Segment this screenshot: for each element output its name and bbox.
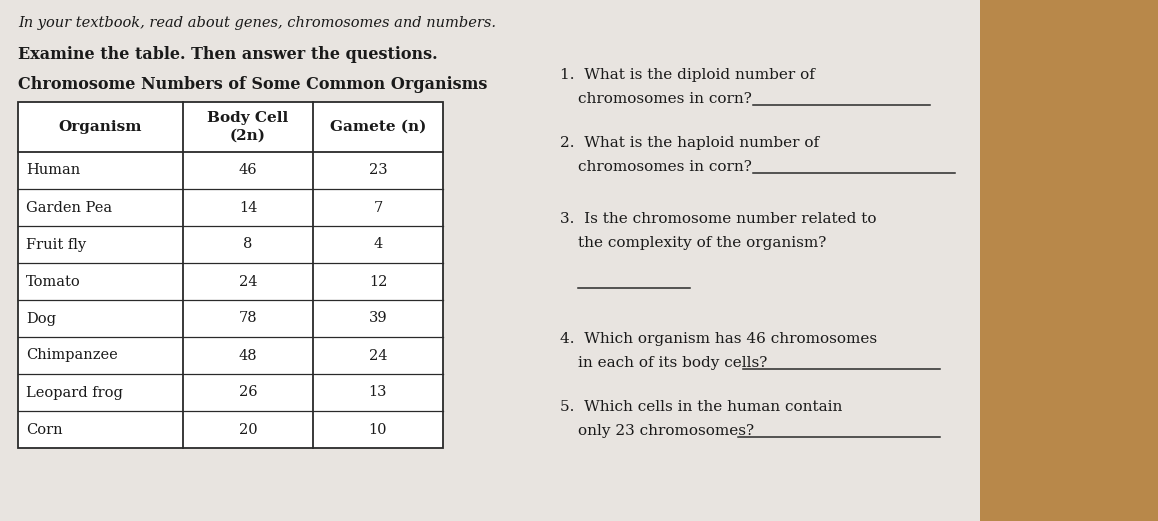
Text: 4.  Which organism has 46 chromosomes: 4. Which organism has 46 chromosomes bbox=[560, 332, 877, 346]
Text: Chromosome Numbers of Some Common Organisms: Chromosome Numbers of Some Common Organi… bbox=[19, 76, 488, 93]
Text: Tomato: Tomato bbox=[25, 275, 81, 289]
Bar bbox=[0, 0, 980, 521]
Text: Garden Pea: Garden Pea bbox=[25, 201, 112, 215]
Text: Organism: Organism bbox=[59, 120, 142, 134]
Text: 2.  What is the haploid number of: 2. What is the haploid number of bbox=[560, 136, 819, 150]
Text: the complexity of the organism?: the complexity of the organism? bbox=[578, 236, 827, 250]
Text: only 23 chromosomes?: only 23 chromosomes? bbox=[578, 424, 754, 438]
Text: Corn: Corn bbox=[25, 423, 63, 437]
Text: Gamete (n): Gamete (n) bbox=[330, 120, 426, 134]
Text: Body Cell
(2n): Body Cell (2n) bbox=[207, 111, 288, 143]
Text: 8: 8 bbox=[243, 238, 252, 252]
Text: Leopard frog: Leopard frog bbox=[25, 386, 123, 400]
Text: 24: 24 bbox=[239, 275, 257, 289]
Text: chromosomes in corn?: chromosomes in corn? bbox=[578, 92, 752, 106]
Text: 14: 14 bbox=[239, 201, 257, 215]
Text: 5.  Which cells in the human contain: 5. Which cells in the human contain bbox=[560, 400, 842, 414]
Text: Fruit fly: Fruit fly bbox=[25, 238, 86, 252]
Text: 3.  Is the chromosome number related to: 3. Is the chromosome number related to bbox=[560, 212, 877, 226]
Bar bbox=[19, 102, 444, 448]
Text: Dog: Dog bbox=[25, 312, 56, 326]
Text: 24: 24 bbox=[368, 349, 387, 363]
Text: Examine the table. Then answer the questions.: Examine the table. Then answer the quest… bbox=[19, 46, 438, 63]
Text: 26: 26 bbox=[239, 386, 257, 400]
Bar bbox=[980, 0, 1158, 521]
Text: In your textbook, read about genes, chromosomes and numbers.: In your textbook, read about genes, chro… bbox=[19, 16, 496, 30]
Text: 78: 78 bbox=[239, 312, 257, 326]
Text: 13: 13 bbox=[368, 386, 387, 400]
Text: 1.  What is the diploid number of: 1. What is the diploid number of bbox=[560, 68, 815, 82]
Text: in each of its body cells?: in each of its body cells? bbox=[578, 356, 768, 370]
Text: 20: 20 bbox=[239, 423, 257, 437]
Text: Chimpanzee: Chimpanzee bbox=[25, 349, 118, 363]
Text: 48: 48 bbox=[239, 349, 257, 363]
Text: 10: 10 bbox=[368, 423, 387, 437]
Text: 46: 46 bbox=[239, 164, 257, 178]
Text: 39: 39 bbox=[368, 312, 387, 326]
Text: 23: 23 bbox=[368, 164, 387, 178]
Text: 7: 7 bbox=[373, 201, 382, 215]
Bar bbox=[19, 102, 444, 448]
Text: 4: 4 bbox=[373, 238, 382, 252]
Text: chromosomes in corn?: chromosomes in corn? bbox=[578, 160, 752, 174]
Text: Human: Human bbox=[25, 164, 80, 178]
Text: 12: 12 bbox=[368, 275, 387, 289]
